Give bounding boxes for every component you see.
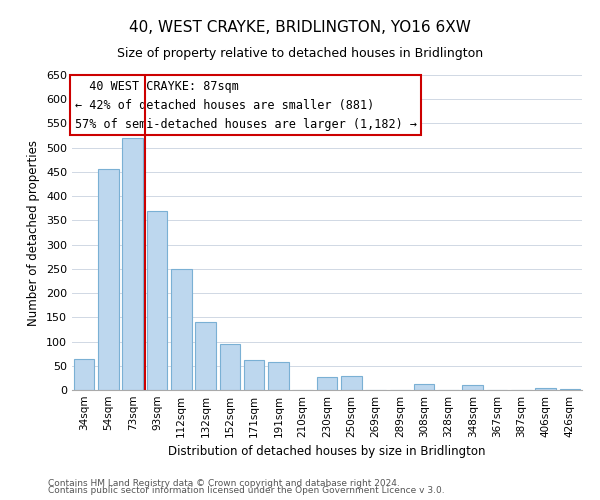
Bar (244, 360, 265, 390)
Bar (74, 360, 94, 390)
X-axis label: Distribution of detached houses by size in Bridlington: Distribution of detached houses by size … (168, 446, 486, 458)
Bar (122, 138, 143, 390)
Bar (560, 388, 580, 390)
Bar (171, 269, 191, 390)
Bar (535, 388, 556, 390)
Text: 40 WEST CRAYKE: 87sqm
← 42% of detached houses are smaller (881)
57% of semi-det: 40 WEST CRAYKE: 87sqm ← 42% of detached … (74, 80, 416, 130)
Bar (414, 384, 434, 390)
Text: Size of property relative to detached houses in Bridlington: Size of property relative to detached ho… (117, 48, 483, 60)
Bar (146, 210, 167, 390)
Y-axis label: Number of detached properties: Number of detached properties (28, 140, 40, 326)
Bar (317, 377, 337, 390)
Bar (463, 385, 483, 390)
Text: Contains public sector information licensed under the Open Government Licence v : Contains public sector information licen… (48, 486, 445, 495)
Text: 40, WEST CRAYKE, BRIDLINGTON, YO16 6XW: 40, WEST CRAYKE, BRIDLINGTON, YO16 6XW (129, 20, 471, 35)
Bar (341, 376, 362, 390)
Bar (220, 344, 240, 390)
Bar (268, 362, 289, 390)
Text: Contains HM Land Registry data © Crown copyright and database right 2024.: Contains HM Land Registry data © Crown c… (48, 478, 400, 488)
Bar (98, 168, 119, 390)
Bar (195, 322, 216, 390)
